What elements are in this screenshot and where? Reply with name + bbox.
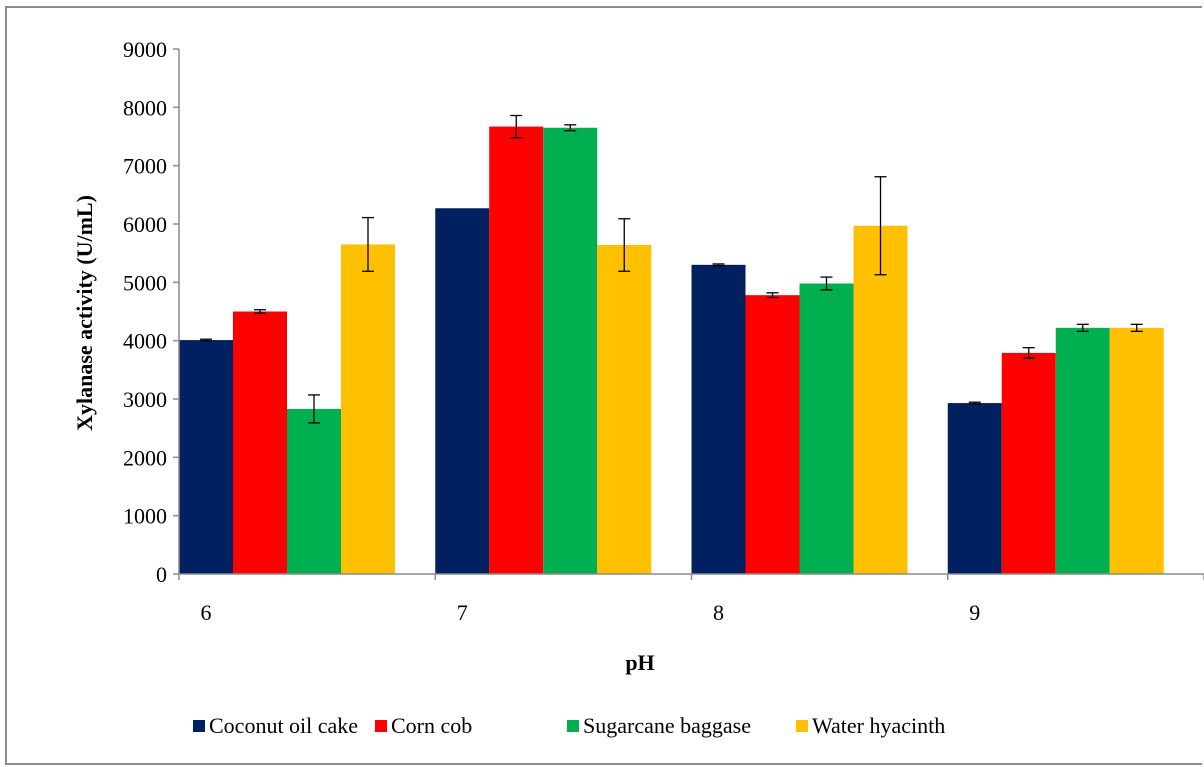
y-tick-label: 1000 [123,504,167,529]
y-tick-label: 3000 [123,387,167,412]
y-tick-label: 8000 [123,95,167,120]
legend-swatch [567,720,579,732]
x-tick-label: 9 [969,600,980,625]
y-tick-label: 6000 [123,212,167,237]
bar [287,408,341,574]
bar [435,208,490,574]
bar [179,340,233,574]
legend: Coconut oil cake Corn cob Sugarcane baggas… [193,713,945,738]
y-tick-label: 5000 [123,270,167,295]
bar [543,127,598,574]
legend-label: Sugarcane baggase [583,713,751,738]
bar [691,264,746,574]
y-tick-label: 4000 [123,329,167,354]
x-axis-title: pH [625,650,654,675]
x-tick-label: 7 [457,600,468,625]
x-tick-label: 6 [201,600,212,625]
bar [745,295,800,574]
x-tick-label: 8 [713,600,724,625]
legend-swatch [375,720,387,732]
bar [1001,352,1056,574]
bar [853,225,908,574]
legend-swatch [193,720,205,732]
bar [799,283,854,574]
legend-swatch [796,720,808,732]
bar [1055,327,1110,574]
y-tick-label: 2000 [123,445,167,470]
legend-label: Water hyacinth [812,713,945,738]
bar [233,311,287,574]
y-tick-label: 9000 [123,37,167,62]
y-tick-label: 0 [156,562,167,587]
y-axis-title: Xylanase activity (U/mL) [72,195,97,431]
bar [1109,327,1164,574]
y-axis-ticks: 0 1000 2000 3000 4000 5000 6000 7000 8000 9000 [123,37,179,587]
bar [341,244,395,574]
legend-label: Coconut oil cake [209,713,358,738]
bar [947,403,1002,574]
bars [179,126,1164,574]
y-tick-label: 7000 [123,154,167,179]
bar [597,245,652,574]
bar [489,126,544,574]
legend-label: Corn cob [391,713,472,738]
error-bars [200,114,1143,424]
x-axis-ticks: 6 7 8 9 [178,574,1204,625]
